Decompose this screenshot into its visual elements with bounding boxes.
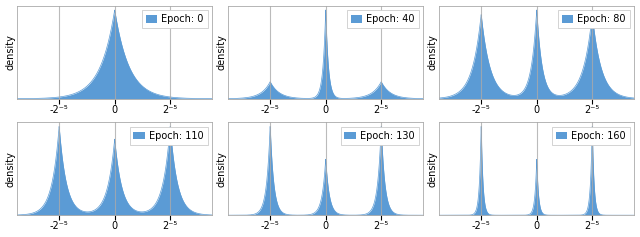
Y-axis label: density: density (428, 151, 438, 187)
Legend: Epoch: 130: Epoch: 130 (340, 127, 419, 145)
Y-axis label: density: density (6, 151, 15, 187)
Y-axis label: density: density (216, 34, 227, 70)
Legend: Epoch: 80: Epoch: 80 (557, 10, 630, 28)
Y-axis label: density: density (428, 34, 438, 70)
Legend: Epoch: 110: Epoch: 110 (129, 127, 207, 145)
Legend: Epoch: 40: Epoch: 40 (347, 10, 419, 28)
Y-axis label: density: density (6, 34, 15, 70)
Legend: Epoch: 160: Epoch: 160 (552, 127, 630, 145)
Legend: Epoch: 0: Epoch: 0 (142, 10, 207, 28)
Y-axis label: density: density (216, 151, 227, 187)
